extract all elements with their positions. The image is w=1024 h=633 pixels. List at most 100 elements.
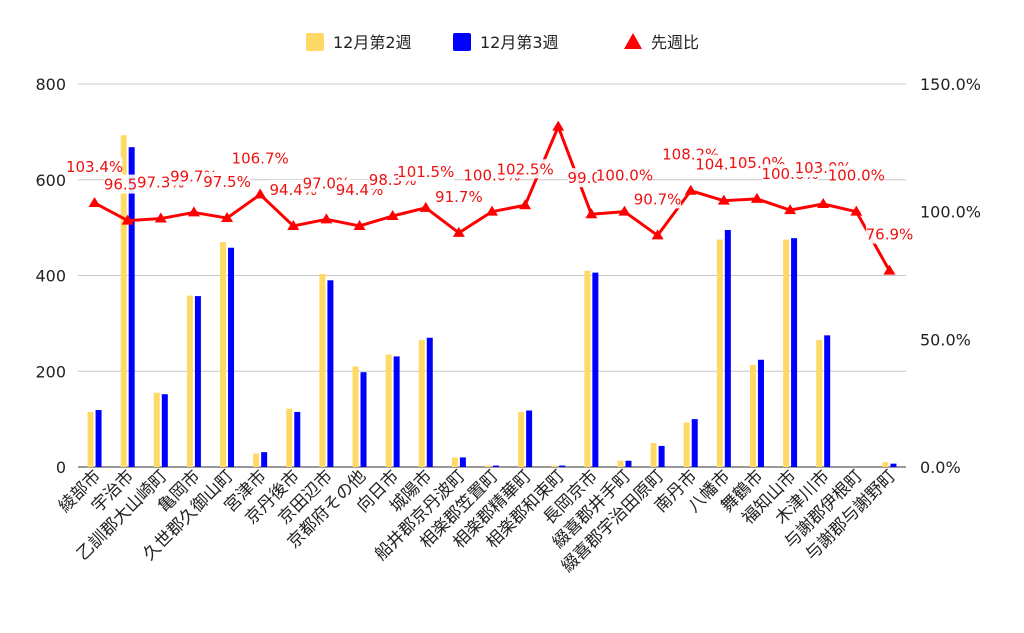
- data-label-bg: [435, 186, 483, 206]
- y-right-tick-label: 100.0%: [920, 203, 981, 222]
- ratio-point-marker: [883, 264, 896, 275]
- bar-week3: [360, 372, 367, 467]
- ratio-point-marker: [519, 199, 532, 210]
- bar-week3: [890, 463, 897, 467]
- data-label: 76.9%: [866, 226, 914, 244]
- ratio-line-path: [93, 125, 891, 272]
- bar-week3: [327, 280, 334, 467]
- category-labels: 綾部市宇治市乙訓郡大山崎町亀岡市久世郡久御山町宮津市京丹後市京田辺市京都府その他…: [55, 466, 900, 576]
- ratio-point-marker: [419, 201, 432, 212]
- bar-week2: [650, 443, 657, 467]
- data-label-bg: [828, 165, 885, 185]
- bar-week2: [253, 453, 260, 467]
- bar-week2: [551, 465, 558, 467]
- legend-label: 12月第2週: [333, 33, 412, 52]
- axis-ticks: 0 200 400 600 800 0.0% 50.0% 100.0% 150.0%: [35, 75, 981, 477]
- data-label-bg: [865, 224, 913, 244]
- ratio-point-marker: [817, 198, 830, 209]
- data-label-bg: [497, 159, 553, 179]
- bar-week3: [128, 147, 135, 467]
- y-left-tick-label: 800: [35, 75, 66, 94]
- bar-week2: [120, 135, 127, 467]
- bar-week3: [261, 452, 268, 467]
- bar-week3: [824, 335, 831, 467]
- legend-swatch: [453, 33, 471, 51]
- y-right-tick-label: 50.0%: [920, 330, 971, 349]
- bar-week3: [658, 445, 665, 467]
- legend-swatch: [624, 33, 642, 49]
- bar-week2: [385, 354, 392, 467]
- bar-week3: [559, 465, 566, 467]
- bar-week2: [882, 462, 889, 467]
- bar-week3: [691, 419, 698, 467]
- ratio-point-marker: [552, 120, 565, 131]
- bar-week2: [783, 239, 790, 467]
- ratio-point-marker: [320, 213, 333, 224]
- ratio-point-marker: [452, 226, 465, 237]
- bar-week3: [592, 272, 599, 467]
- data-labels: 103.4%96.5%97.3%99.7%97.5%106.7%94.4%97.…: [66, 144, 914, 244]
- bar-week3: [393, 356, 400, 467]
- bar-week2: [816, 340, 823, 467]
- data-label-bg: [203, 172, 251, 192]
- bar-week3: [791, 238, 798, 467]
- bar-week3: [426, 337, 433, 467]
- bar-week2: [584, 270, 591, 467]
- bar-week2: [319, 274, 326, 467]
- legend: 12月第2週 12月第3週 先週比: [306, 33, 699, 52]
- ratio-point-marker: [386, 210, 399, 221]
- legend-label: 先週比: [651, 33, 699, 52]
- ratio-point-marker: [221, 212, 234, 223]
- data-label: 102.5%: [497, 160, 554, 178]
- y-right-tick-label: 150.0%: [920, 75, 981, 94]
- bar-week2: [186, 295, 193, 467]
- bar-week3: [228, 247, 235, 467]
- ratio-point-marker: [618, 205, 631, 216]
- ratio-point-marker: [585, 208, 598, 219]
- data-label: 100.0%: [828, 167, 885, 185]
- bar-week2: [617, 460, 624, 467]
- ratio-point-marker: [121, 214, 134, 225]
- bar-week2: [352, 366, 359, 467]
- bar-week2: [749, 365, 756, 467]
- data-label: 91.7%: [435, 188, 483, 206]
- bar-week3: [194, 296, 201, 467]
- data-label: 101.5%: [397, 163, 454, 181]
- ratio-point-marker: [717, 194, 730, 205]
- ratio-point-marker: [684, 184, 697, 195]
- y-left-tick-label: 400: [35, 267, 66, 286]
- ratio-point-marker: [187, 206, 200, 217]
- bar-week2: [87, 411, 94, 467]
- bar-week3: [625, 460, 632, 467]
- bar-week2: [518, 411, 525, 467]
- bar-week2: [220, 241, 227, 467]
- bar-week2: [683, 422, 690, 467]
- data-label-bg: [634, 189, 682, 209]
- bar-week2: [418, 340, 425, 467]
- y-left-tick-label: 600: [35, 171, 66, 190]
- legend-swatch: [306, 33, 324, 51]
- ratio-point-marker: [88, 196, 101, 207]
- data-label: 106.7%: [232, 150, 289, 168]
- ratio-point-marker: [651, 229, 664, 240]
- data-label: 90.7%: [634, 190, 682, 208]
- data-label: 97.5%: [203, 173, 251, 191]
- bar-week3: [161, 394, 168, 467]
- bar-week2: [451, 457, 458, 467]
- data-label: 103.4%: [66, 158, 123, 176]
- legend-label: 12月第3週: [480, 33, 559, 52]
- ratio-point-marker: [353, 219, 366, 230]
- bars: [87, 135, 897, 467]
- bar-week3: [757, 359, 764, 467]
- ratio-point-marker: [254, 188, 267, 199]
- data-label-bg: [596, 165, 653, 185]
- data-label-bg: [397, 161, 454, 181]
- y-left-tick-label: 0: [56, 458, 66, 477]
- ratio-point-marker: [850, 205, 863, 216]
- data-label-bg: [232, 148, 288, 168]
- bar-week2: [485, 465, 491, 467]
- bar-week3: [724, 230, 731, 467]
- y-left-tick-label: 200: [35, 362, 66, 381]
- ratio-point-marker: [486, 205, 498, 216]
